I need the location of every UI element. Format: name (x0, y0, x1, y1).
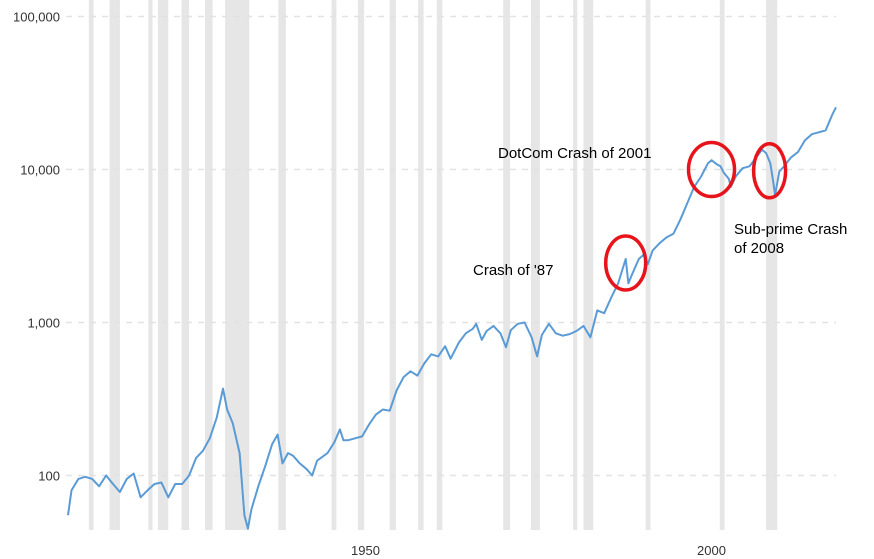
x-axis: 1950 2000 (351, 543, 726, 558)
recession-band (157, 0, 169, 530)
x-tick-label: 1950 (351, 543, 380, 558)
recession-band (109, 0, 120, 530)
annotation-dotcom: DotCom Crash of 2001 (498, 145, 651, 162)
grid-lines (66, 15, 836, 477)
recession-band (205, 0, 213, 530)
recession-band (331, 0, 337, 530)
annotation-subprime-line1: Sub-prime Crash (734, 221, 847, 238)
highlight-circle (751, 142, 788, 200)
series-line (67, 106, 837, 530)
recession-band (583, 0, 594, 530)
recession-band (766, 0, 778, 530)
highlight-circle (686, 140, 737, 199)
highlight-circle (603, 234, 648, 292)
series-lines (67, 106, 837, 530)
y-tick-label: 10,000 (20, 163, 60, 178)
recession-band (181, 0, 190, 530)
y-tick-label: 100,000 (13, 10, 60, 25)
recession-band (573, 0, 578, 530)
recession-band (148, 0, 153, 530)
x-tick-label: 2000 (697, 543, 726, 558)
recession-band (225, 0, 250, 530)
recession-band (503, 0, 511, 530)
highlight-circles (603, 140, 788, 292)
recession-band (436, 0, 443, 530)
annotation-subprime-line2: of 2008 (734, 240, 784, 257)
annotation-crash-87: Crash of '87 (473, 262, 553, 279)
y-tick-label: 1,000 (27, 316, 60, 331)
recession-bands (88, 0, 778, 530)
recession-band (418, 0, 424, 530)
recession-band (530, 0, 540, 530)
y-axis: 100 1,000 10,000 100,000 (13, 10, 60, 484)
recession-band (357, 0, 365, 530)
y-tick-label: 100 (38, 469, 60, 484)
recession-band (389, 0, 396, 530)
recession-band (278, 0, 286, 530)
recession-band (719, 0, 725, 530)
recession-band (88, 0, 94, 530)
